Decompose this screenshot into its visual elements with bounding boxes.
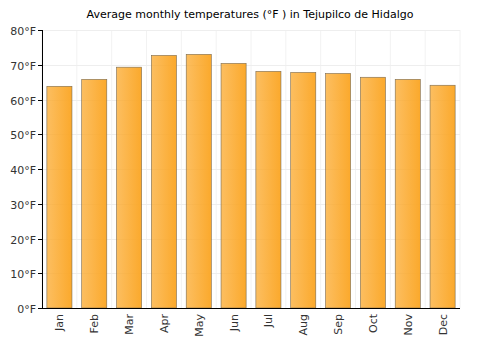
x-tick-label: Feb — [88, 314, 101, 333]
grid-line — [42, 30, 460, 31]
bar — [82, 79, 107, 308]
y-tick — [38, 65, 42, 66]
bar — [117, 67, 142, 308]
bar — [186, 54, 211, 308]
x-tick-label: Oct — [367, 313, 380, 333]
y-tick — [38, 134, 42, 135]
x-tick-label: Sep — [332, 314, 345, 335]
bar — [430, 85, 455, 308]
x-tick-label: Apr — [158, 314, 171, 334]
x-tick-label: Mar — [123, 314, 136, 335]
y-tick-label: 10°F — [10, 268, 36, 281]
title: Average monthly temperatures (°F ) in Te… — [87, 8, 414, 21]
y-tick-label: 0°F — [17, 303, 36, 316]
x-tick-label: May — [193, 314, 206, 337]
y-axis — [42, 30, 43, 308]
bars — [47, 54, 455, 308]
y-tick — [38, 30, 42, 31]
y-tick-label: 70°F — [10, 60, 36, 73]
bar — [256, 71, 281, 308]
y-tick — [38, 308, 42, 309]
y-tick — [38, 239, 42, 240]
bar — [151, 55, 176, 308]
y-tick-label: 30°F — [10, 199, 36, 212]
x-tick-label: Dec — [437, 314, 450, 335]
x-tick-label: Jan — [53, 314, 66, 332]
y-tick-label: 60°F — [10, 95, 36, 108]
y-tick — [38, 204, 42, 205]
y-tick-label: 50°F — [10, 129, 36, 142]
x-tick-label: Nov — [402, 314, 415, 336]
x-tick-label: Jun — [228, 314, 241, 332]
bar — [326, 73, 351, 308]
chart: Average monthly temperatures (°F ) in Te… — [0, 0, 500, 350]
x-tick-label: Jul — [262, 314, 275, 328]
bar — [395, 79, 420, 308]
bar — [291, 72, 316, 308]
x-axis — [42, 308, 460, 309]
grid-line — [42, 308, 460, 309]
bar — [47, 86, 72, 308]
y-tick — [38, 169, 42, 170]
y-tick-label: 20°F — [10, 234, 36, 247]
y-tick-label: 40°F — [10, 164, 36, 177]
y-tick — [38, 273, 42, 274]
x-tick-label: Aug — [297, 314, 310, 335]
bar — [360, 77, 385, 308]
y-tick — [38, 100, 42, 101]
grid-line — [42, 65, 460, 66]
y-tick-label: 80°F — [10, 25, 36, 38]
bar — [221, 63, 246, 308]
